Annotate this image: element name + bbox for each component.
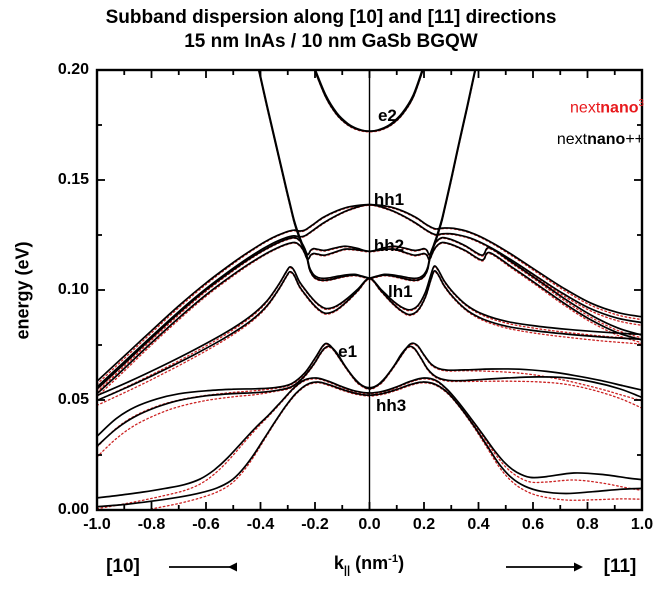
legend-nextnano-pp-bold: nano [587,131,626,149]
band-e1-b-nextnanopp [97,345,642,448]
band-e-steep-right-twin-nextnanopp [368,70,477,282]
band-hh3-b-nextnanopp [97,381,642,508]
band-hh1-twin-nextnanopp [97,203,642,388]
x-tick-label--0.8: -0.8 [137,516,166,533]
x-tick-label--0.4: -0.4 [246,516,275,533]
band-label-e1: e1 [338,341,358,361]
legend-nextnano-pp-pre: next [556,131,588,149]
y-tick-label-0.00: 0.00 [57,501,89,518]
band-label-hh3: hh3 [376,396,407,416]
x-axis-title-main: k [333,553,344,573]
band-e-steep-left-twin-nextnanopp [258,70,371,282]
chart-title-line1: Subband dispersion along [10] and [11] d… [105,7,557,28]
x-axis-title-close: ) [398,553,405,573]
legend-nextnano-pp-suffix: ++ [625,131,644,149]
band-hh1-nextnanopp [97,203,642,383]
x-axis-title-sup: -1 [388,553,399,565]
x-tick-label-1.0: 1.0 [630,516,654,533]
left-arrow-head [228,562,237,572]
x-tick-label--1.0: -1.0 [83,516,111,533]
x-tick-label--0.2: -0.2 [301,516,329,533]
legend-entry-nextnano-pp: nextnano++ [557,131,644,149]
x-tick-label--0.6: -0.6 [192,516,220,533]
direction-label-10: [10] [106,556,140,577]
y-tick-label-0.15: 0.15 [57,171,89,188]
direction-label-11: [11] [603,556,637,577]
band-label-hh1: hh1 [373,189,405,209]
y-tick-label-0.10: 0.10 [57,281,89,298]
legend-nextnano3-bold: nano [600,99,639,117]
y-tick-label-0.05: 0.05 [57,391,89,408]
x-tick-label-0.0: 0.0 [358,516,381,533]
plot-curves [97,70,642,510]
x-tick-label-0.6: 0.6 [521,516,545,533]
y-tick-label-0.20: 0.20 [57,61,89,78]
band-lh1-twin-nextnanopp [97,270,642,402]
x-axis-title-unit: (nm [350,553,389,573]
band-hh2-twin-nextnanopp [97,241,642,395]
chart-title-line2: 15 nm InAs / 10 nm GaSb BGQW [184,31,478,52]
x-tick-label-0.8: 0.8 [576,516,599,533]
legend-entry-nextnano3: nextnano3 [557,98,644,117]
legend-nextnano3-sup: 3 [638,98,644,109]
x-tick-label-0.4: 0.4 [467,516,490,533]
band-label-hh2: hh2 [373,236,405,256]
band-hh3-b-nextnano3 [142,382,642,510]
band-label-lh1: lh1 [388,282,413,302]
x-axis-title: k|| (nm-1) [231,553,507,577]
band-label-e2: e2 [377,106,397,126]
legend-nextnano3-pre: next [570,99,601,117]
legend: nextnano3 nextnano++ [557,98,644,149]
right-arrow-head [574,562,583,572]
x-tick-label-0.2: 0.2 [412,516,436,533]
x-axis-title-sub: || [343,564,351,577]
